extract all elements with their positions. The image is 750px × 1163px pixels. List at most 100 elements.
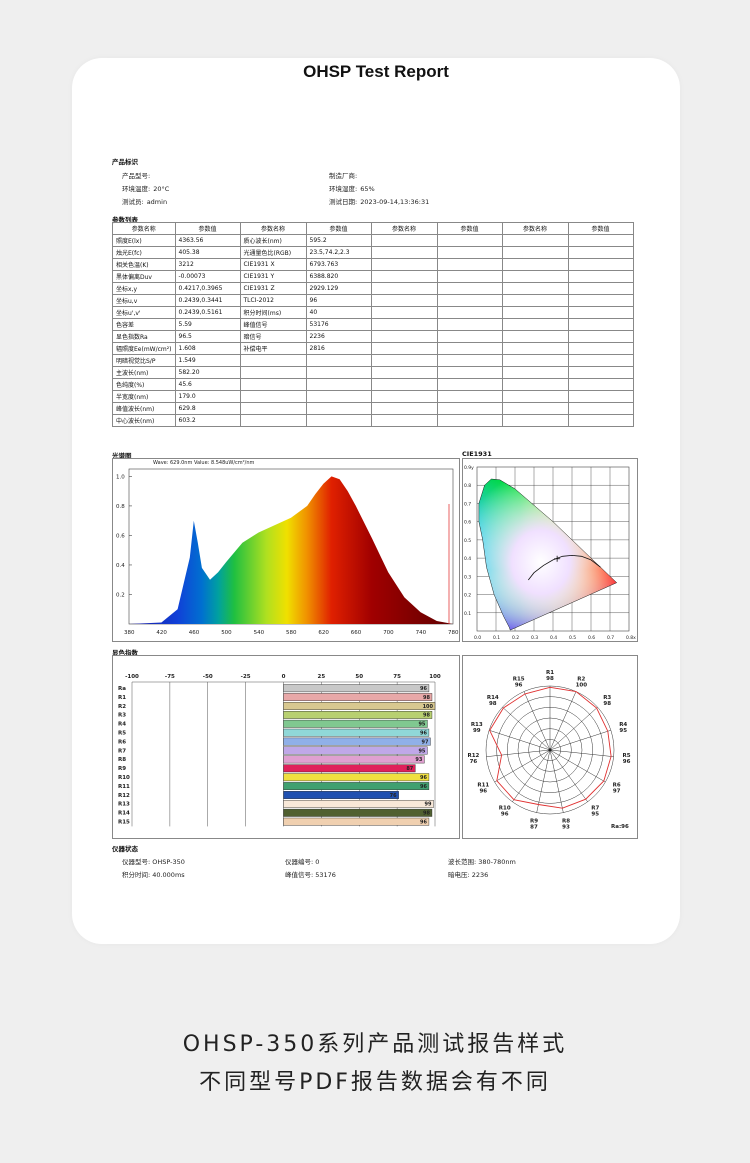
cie-y-tick-label: 0.2 [464, 593, 471, 599]
param-cell: 半宽度(nm) [112, 390, 176, 403]
param-cell: 603.2 [174, 414, 241, 427]
cri-bar-value: 96 [420, 820, 427, 826]
param-cell [436, 366, 503, 379]
param-row: 明暗视觉比S/P 1.549 [112, 354, 634, 367]
param-cell [370, 318, 438, 331]
cri-bar [283, 817, 430, 826]
spectrum-y-tick-label: 0.6 [116, 533, 125, 539]
param-cell [567, 294, 634, 307]
cie-x-tick-label: 0.1 [493, 635, 500, 641]
param-cell [370, 402, 438, 415]
param-cell [239, 402, 307, 415]
product-info-item: 环境温度: 20°C [122, 183, 169, 193]
product-info-value: 2023-09-14,13:36:31 [360, 198, 430, 206]
instrument-info-value: 2236 [471, 871, 489, 879]
spectrum-x-tick-label: 460 [189, 630, 200, 636]
product-info-label: 环境温度: [122, 185, 151, 193]
param-cell [567, 390, 634, 403]
param-cell: 辐照度Ee(mW/cm²) [112, 342, 176, 355]
param-cell [501, 390, 569, 403]
instrument-info-label: 峰值信号: [285, 871, 314, 879]
instrument-info-value: 53176 [315, 871, 336, 879]
product-info-label: 测试日期: [329, 198, 358, 206]
polar-category-label: R12 [467, 753, 479, 759]
param-cell: 5.59 [174, 318, 241, 331]
param-row: 烛光E(fc) 405.38 光通量色比(RGB) 23.5,74.2,2.3 [112, 246, 634, 259]
polar-spoke [549, 749, 606, 783]
instrument-info-label: 积分时间: [122, 871, 151, 879]
cri-x-tick-label: -25 [241, 674, 251, 680]
param-cell [305, 414, 372, 427]
param-cell: 峰值波长(nm) [112, 402, 176, 415]
param-cell: TLCI-2012 [239, 294, 307, 307]
param-cell [305, 366, 372, 379]
param-cell [501, 294, 569, 307]
param-row: 照度E(lx) 4363.56 质心波长(nm) 595.2 [112, 234, 634, 247]
cri-bar [283, 755, 425, 764]
param-cell: 光通量色比(RGB) [239, 246, 307, 259]
cri-bar-value: 76 [390, 793, 397, 799]
param-cell: 4363.56 [174, 234, 241, 247]
cie-y-tick-label: 0.6 [464, 520, 471, 526]
product-info-value: 65% [360, 185, 375, 193]
param-row: 坐标u',v' 0.2439,0.5161 积分时间(ms) 40 [112, 306, 634, 319]
cri-bar-value: 95 [418, 722, 425, 728]
param-cell: 629.8 [174, 402, 241, 415]
polar-value-label: 100 [576, 682, 588, 688]
product-info-item: 环境湿度: 65% [329, 183, 375, 193]
polar-value-label: 96 [501, 812, 509, 818]
polar-category-label: R10 [499, 806, 511, 812]
polar-value-label: 95 [619, 728, 627, 734]
cri-bar [283, 693, 433, 702]
param-cell: 色纯度(%) [112, 378, 176, 391]
param-cell [436, 270, 503, 283]
polar-category-label: R11 [477, 783, 489, 789]
param-cell [567, 234, 634, 247]
param-cell [370, 354, 438, 367]
polar-value-label: 96 [479, 789, 487, 795]
polar-spoke [549, 749, 614, 757]
param-cell: 2816 [305, 342, 372, 355]
param-row: 相关色温(K) 3212 CIE1931 X 6793.763 [112, 258, 634, 271]
polar-spoke [536, 749, 551, 813]
cri-category-label: R1 [118, 695, 126, 701]
param-cell: 179.0 [174, 390, 241, 403]
param-row: 主波长(nm) 582.20 [112, 366, 634, 379]
param-cell [436, 414, 503, 427]
param-cell [436, 402, 503, 415]
polar-spoke [549, 749, 564, 813]
param-header-cell: 参数值 [305, 222, 372, 235]
polar-spoke [549, 749, 588, 802]
cri-bar-value: 100 [423, 704, 434, 710]
param-cell [567, 366, 634, 379]
param-cell [305, 378, 372, 391]
param-cell [501, 342, 569, 355]
report-title: OHSP Test Report [303, 62, 449, 81]
polar-category-label: R4 [619, 722, 627, 728]
param-cell [370, 246, 438, 259]
param-cell: 中心波长(nm) [112, 414, 176, 427]
cri-bar [283, 719, 428, 728]
polar-spoke [494, 749, 551, 783]
param-cell [436, 234, 503, 247]
param-cell: 405.38 [174, 246, 241, 259]
instrument-info-item: 暗电压: 2236 [448, 869, 488, 879]
param-cell: CIE1931 Y [239, 270, 307, 283]
instrument-info-label: 暗电压: [448, 871, 470, 879]
polar-category-label: R1 [546, 670, 554, 676]
param-cell: 0.4217,0.3965 [174, 282, 241, 295]
cri-x-tick-label: 100 [429, 674, 441, 680]
cri-bar-value: 99 [425, 802, 432, 808]
cri-bar [283, 799, 434, 808]
instrument-info-item: 峰值信号: 53176 [285, 869, 336, 879]
param-cell [567, 282, 634, 295]
instrument-info-label: 仪器型号: [122, 858, 151, 866]
param-cell [239, 354, 307, 367]
param-cell: 3212 [174, 258, 241, 271]
param-cell [501, 318, 569, 331]
param-cell [567, 306, 634, 319]
param-cell [501, 282, 569, 295]
param-cell [567, 378, 634, 391]
cri-category-label: Ra [118, 686, 126, 692]
param-cell [436, 354, 503, 367]
